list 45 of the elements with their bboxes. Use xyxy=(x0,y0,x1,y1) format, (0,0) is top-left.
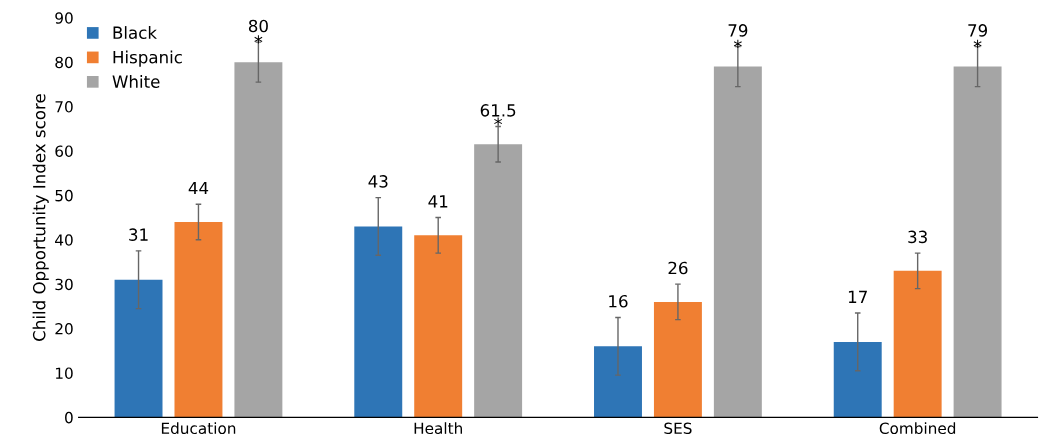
bar xyxy=(474,144,523,418)
data-label: 33 xyxy=(908,230,927,244)
x-tick-label: Education xyxy=(161,422,236,435)
bar xyxy=(953,66,1002,418)
bar xyxy=(594,346,642,418)
data-label: 26 xyxy=(668,261,688,275)
annotation: * xyxy=(494,117,503,126)
bar xyxy=(354,226,403,418)
bar xyxy=(414,235,463,418)
data-label: 43 xyxy=(368,175,388,188)
bar xyxy=(833,341,882,418)
data-label: 17 xyxy=(848,290,867,303)
bar xyxy=(713,66,762,418)
bar xyxy=(114,279,163,418)
legend-label: Black xyxy=(113,26,157,39)
y-axis-title: Child Opportunity Index score xyxy=(32,94,49,341)
annotation: * xyxy=(973,39,982,48)
data-label: 31 xyxy=(129,228,148,241)
annotation: * xyxy=(254,35,263,44)
data-label: 16 xyxy=(609,294,628,308)
x-tick-label: Combined xyxy=(879,422,956,435)
data-label: 44 xyxy=(188,181,209,195)
bar xyxy=(234,62,283,418)
data-label: 79 xyxy=(728,24,748,37)
y-tick-label: 50 xyxy=(55,189,73,202)
y-tick-label: 60 xyxy=(55,145,73,157)
bar xyxy=(174,222,223,418)
y-tick-label: 80 xyxy=(55,56,73,69)
legend-label: White xyxy=(112,75,160,88)
y-tick-label: 90 xyxy=(55,12,73,24)
y-tick-label: 0 xyxy=(65,411,73,424)
y-tick-label: 20 xyxy=(55,323,73,335)
y-tick-label: 10 xyxy=(55,367,73,379)
bar xyxy=(893,270,942,418)
data-label: 41 xyxy=(428,195,448,208)
data-label: 79 xyxy=(968,24,988,37)
y-tick-label: 30 xyxy=(55,278,73,291)
data-label: 61.5 xyxy=(480,104,516,117)
x-tick-label: Health xyxy=(414,422,462,435)
y-tick-label: 40 xyxy=(55,234,73,246)
bar xyxy=(653,301,702,418)
x-tick-label: SES xyxy=(664,422,692,435)
y-tick-label: 70 xyxy=(55,101,73,113)
legend-label: Hispanic xyxy=(113,50,182,67)
data-label: 80 xyxy=(248,19,268,33)
